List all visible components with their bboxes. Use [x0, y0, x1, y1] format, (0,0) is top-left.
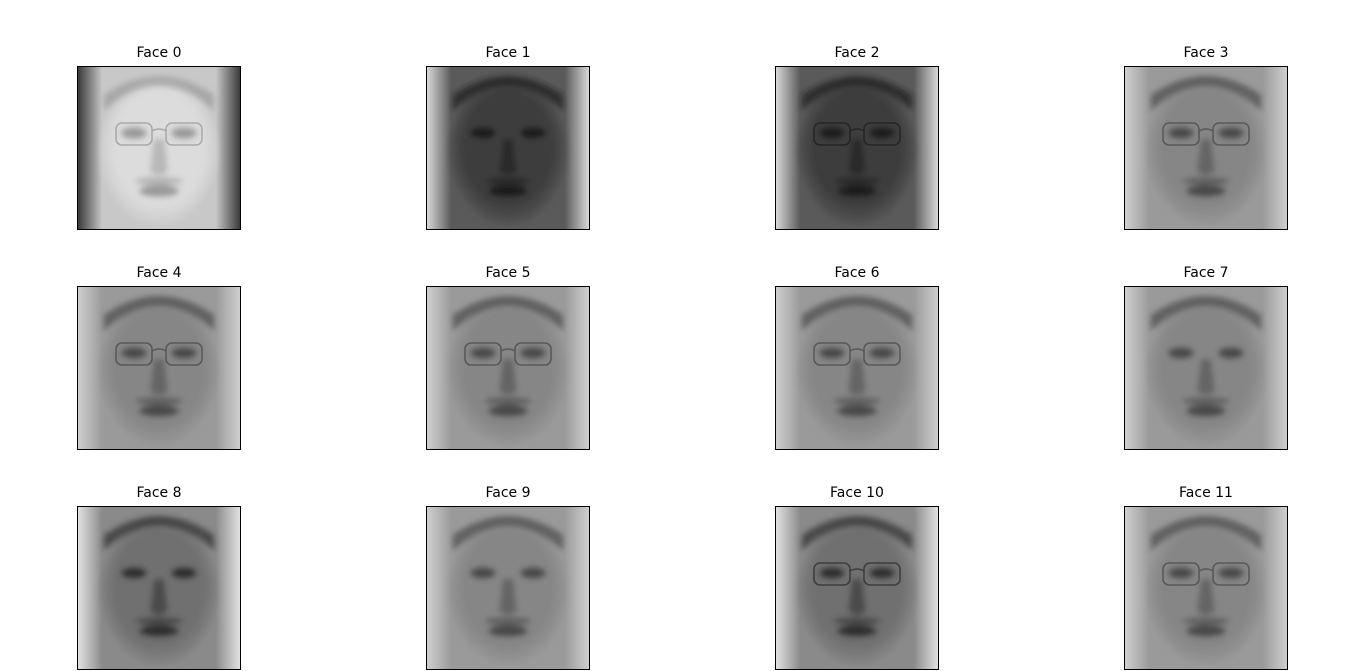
face-image: [1124, 66, 1288, 230]
face-image: [775, 286, 939, 450]
face-portrait: [427, 507, 589, 669]
face-image: [426, 506, 590, 670]
face-image: [426, 286, 590, 450]
face-image: [1124, 286, 1288, 450]
face-portrait: [78, 67, 240, 229]
face-title: Face 5: [426, 265, 590, 281]
face-portrait: [1125, 287, 1287, 449]
face-title: Face 11: [1124, 485, 1288, 501]
face-portrait: [78, 507, 240, 669]
face-portrait: [427, 287, 589, 449]
face-title: Face 1: [426, 45, 590, 61]
face-title: Face 7: [1124, 265, 1288, 281]
face-portrait: [776, 287, 938, 449]
face-title: Face 3: [1124, 45, 1288, 61]
face-title: Face 8: [77, 485, 241, 501]
face-image: [1124, 506, 1288, 670]
face-title: Face 4: [77, 265, 241, 281]
face-image: [77, 506, 241, 670]
face-portrait: [776, 507, 938, 669]
face-image: [77, 286, 241, 450]
face-portrait: [1125, 67, 1287, 229]
face-title: Face 10: [775, 485, 939, 501]
face-title: Face 0: [77, 45, 241, 61]
face-image: [426, 66, 590, 230]
face-title: Face 9: [426, 485, 590, 501]
face-portrait: [776, 67, 938, 229]
face-title: Face 6: [775, 265, 939, 281]
face-image: [775, 66, 939, 230]
face-image: [77, 66, 241, 230]
face-title: Face 2: [775, 45, 939, 61]
face-portrait: [427, 67, 589, 229]
face-image: [775, 506, 939, 670]
face-portrait: [1125, 507, 1287, 669]
face-portrait: [78, 287, 240, 449]
